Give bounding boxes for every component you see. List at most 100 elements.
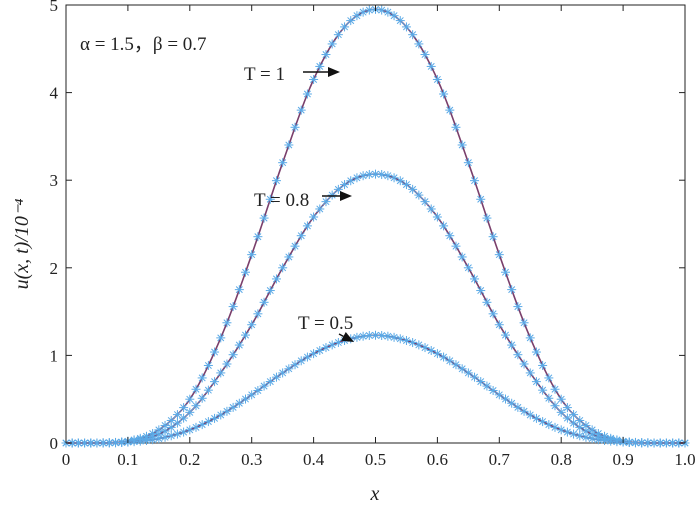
data-point bbox=[210, 413, 220, 423]
data-point bbox=[488, 386, 498, 396]
x-tick-label: 0.4 bbox=[303, 450, 325, 469]
data-point bbox=[290, 360, 300, 370]
data-point bbox=[389, 332, 399, 342]
data-point bbox=[141, 436, 151, 446]
data-point bbox=[290, 241, 300, 251]
data-point bbox=[197, 393, 207, 403]
data-point bbox=[488, 232, 498, 242]
data-point bbox=[531, 377, 541, 387]
data-point bbox=[569, 418, 579, 428]
data-point bbox=[420, 50, 430, 60]
data-point bbox=[210, 377, 220, 387]
data-point bbox=[352, 332, 362, 342]
y-axis-label: u(x, t)/10⁻⁴ bbox=[11, 199, 33, 290]
data-point bbox=[383, 331, 393, 341]
data-point bbox=[185, 407, 195, 417]
y-tick-label: 4 bbox=[50, 84, 59, 103]
data-point bbox=[234, 340, 244, 350]
data-point bbox=[507, 340, 517, 350]
data-point bbox=[500, 330, 510, 340]
data-point bbox=[296, 356, 306, 366]
data-point bbox=[451, 241, 461, 251]
data-point bbox=[216, 333, 226, 343]
data-point bbox=[593, 435, 603, 445]
data-point bbox=[210, 347, 220, 357]
data-point bbox=[179, 413, 189, 423]
data-point bbox=[587, 434, 597, 444]
data-point bbox=[531, 413, 541, 423]
data-point bbox=[408, 30, 418, 40]
data-point bbox=[228, 302, 238, 312]
data-point bbox=[247, 250, 257, 260]
data-point bbox=[352, 11, 362, 21]
data-point bbox=[395, 176, 405, 186]
arrow-T1 bbox=[303, 67, 340, 77]
data-point bbox=[358, 171, 368, 181]
data-point bbox=[457, 252, 467, 262]
data-point bbox=[172, 410, 182, 420]
data-point bbox=[513, 350, 523, 360]
data-point bbox=[333, 338, 343, 348]
data-point bbox=[630, 438, 640, 448]
data-point bbox=[315, 61, 325, 71]
data-point bbox=[259, 213, 269, 223]
data-point bbox=[432, 349, 442, 359]
data-point bbox=[383, 7, 393, 17]
data-point bbox=[457, 364, 467, 374]
data-point bbox=[340, 22, 350, 32]
data-point bbox=[340, 180, 350, 190]
data-point bbox=[352, 173, 362, 183]
ticks-layer: 0 0.1 0.2 0.3 0.4 0.5 0.6 0.7 0.8 0.9 1.0 0 1 2 3 4 5 bbox=[50, 0, 696, 469]
data-point bbox=[179, 403, 189, 413]
data-point bbox=[309, 74, 319, 84]
data-point bbox=[476, 194, 486, 204]
data-point bbox=[203, 417, 213, 427]
data-point bbox=[445, 105, 455, 115]
x-tick-label: 0.6 bbox=[427, 450, 448, 469]
label-T05: T = 0.5 bbox=[298, 313, 353, 334]
data-point bbox=[470, 274, 480, 284]
data-point bbox=[253, 386, 263, 396]
data-point bbox=[556, 425, 566, 435]
data-point bbox=[519, 406, 529, 416]
x-tick-label: 0.1 bbox=[117, 450, 138, 469]
data-point bbox=[377, 5, 387, 15]
data-point bbox=[426, 204, 436, 214]
data-point bbox=[333, 30, 343, 40]
data-point bbox=[160, 432, 170, 442]
data-point bbox=[562, 413, 572, 423]
data-point bbox=[482, 381, 492, 391]
data-point bbox=[383, 171, 393, 181]
data-point bbox=[395, 16, 405, 26]
data-point bbox=[247, 390, 257, 400]
x-tick-label: 0.3 bbox=[241, 450, 262, 469]
series-2 bbox=[61, 330, 690, 448]
x-tick-label: 0.8 bbox=[551, 450, 572, 469]
data-point bbox=[525, 333, 535, 343]
data-point bbox=[185, 394, 195, 404]
data-point bbox=[389, 11, 399, 21]
data-point bbox=[556, 394, 566, 404]
y-tick-label: 5 bbox=[50, 0, 59, 15]
data-point bbox=[135, 436, 145, 446]
data-point bbox=[401, 180, 411, 190]
data-point bbox=[191, 384, 201, 394]
data-point bbox=[426, 346, 436, 356]
x-tick-label: 0.5 bbox=[365, 450, 386, 469]
data-point bbox=[166, 431, 176, 441]
data-point bbox=[494, 320, 504, 330]
x-tick-label: 1.0 bbox=[674, 450, 695, 469]
data-point bbox=[148, 435, 158, 445]
data-point bbox=[519, 318, 529, 328]
data-point bbox=[451, 360, 461, 370]
data-point bbox=[401, 336, 411, 346]
y-tick-label: 1 bbox=[50, 346, 59, 365]
data-point bbox=[265, 377, 275, 387]
data-point bbox=[581, 420, 591, 430]
data-point bbox=[507, 398, 517, 408]
data-point bbox=[222, 359, 232, 369]
data-point bbox=[432, 74, 442, 84]
data-point bbox=[513, 402, 523, 412]
annotation-arrows bbox=[303, 67, 354, 342]
